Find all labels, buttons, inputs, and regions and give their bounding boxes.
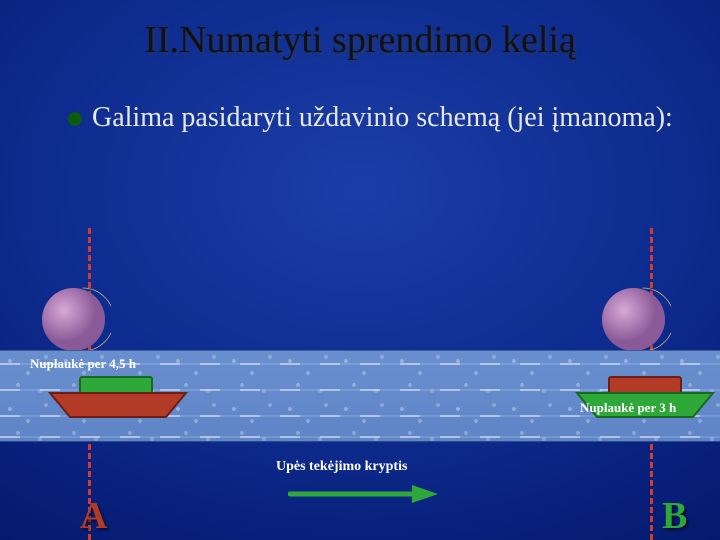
time-label-right: Nuplaukė per 3 h <box>580 400 676 416</box>
boat-left <box>48 375 188 420</box>
flow-arrow-icon <box>288 482 448 511</box>
point-a-label: A <box>80 494 107 538</box>
point-b-label: B <box>662 494 687 538</box>
bullet-item: Galima pasidaryti uždavinio schemą (jei … <box>68 100 680 136</box>
wave-line <box>0 436 720 438</box>
bullet-marker <box>68 112 82 126</box>
moon-icon <box>36 282 111 357</box>
flow-direction-label: Upės tekėjimo kryptis <box>276 459 407 475</box>
time-label-left: Nuplaukė per 4,5 h <box>30 356 136 372</box>
moon-icon <box>596 282 671 357</box>
slide-title: II.Numatyti sprendimo kelią <box>0 18 720 62</box>
bullet-text: Galima pasidaryti uždavinio schemą (jei … <box>92 100 673 136</box>
